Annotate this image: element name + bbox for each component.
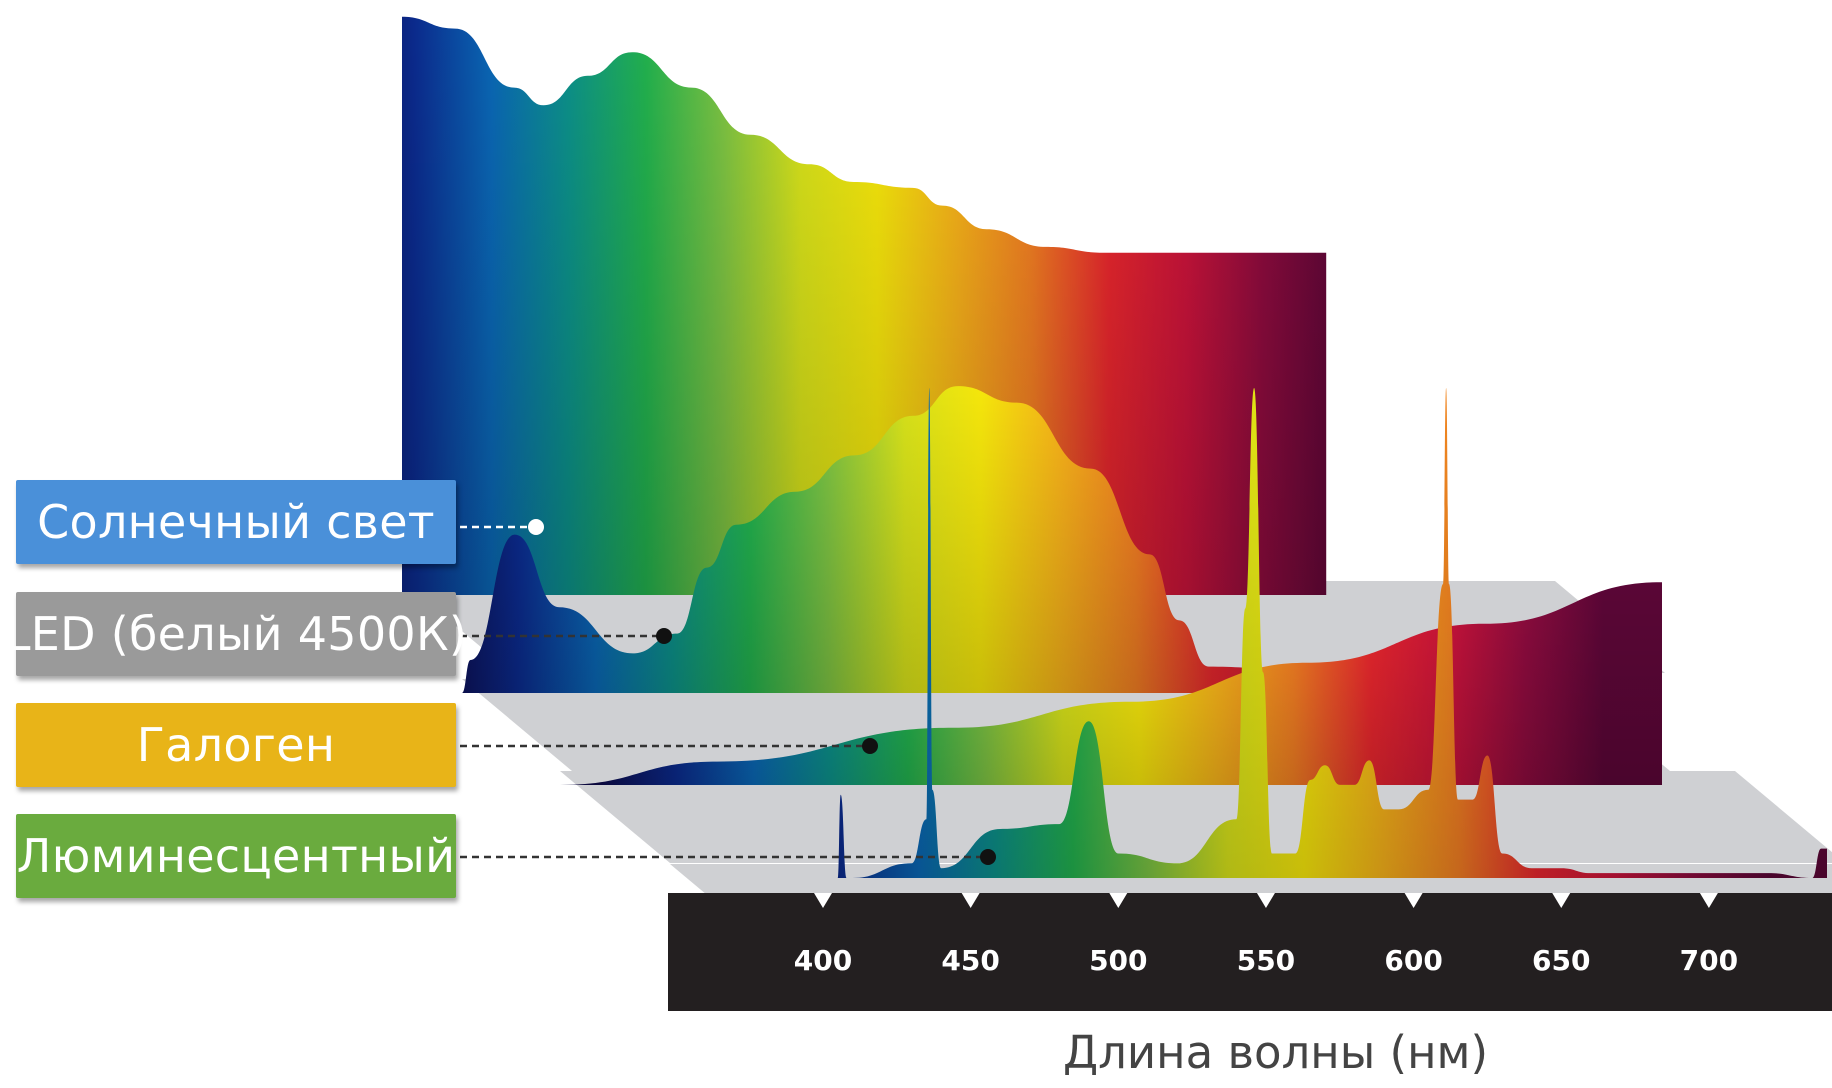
leader-dot-halogen	[862, 738, 878, 754]
x-tick-mark	[961, 893, 980, 908]
x-tick-mark	[1256, 893, 1275, 908]
x-tick-label: 500	[1089, 944, 1147, 977]
x-axis-title: Длина волны (нм)	[1063, 1026, 1489, 1079]
x-tick-mark	[1109, 893, 1128, 908]
x-tick-mark	[1699, 893, 1718, 908]
leader-dot-led	[656, 628, 672, 644]
x-tick-label: 550	[1237, 944, 1295, 977]
sunlight-spectrum-area-shading	[402, 16, 1327, 596]
x-tick-mark	[1404, 893, 1423, 908]
legend-label-fluorescent: Люминесцентный	[16, 814, 456, 898]
x-tick-mark	[1552, 893, 1571, 908]
x-tick-label: 400	[794, 944, 852, 977]
led-spectrum-area-shading	[462, 386, 1431, 693]
legend-label-sunlight: Солнечный свет	[16, 480, 456, 564]
leader-dot-sunlight	[528, 519, 544, 535]
leader-dot-fluorescent	[980, 849, 996, 865]
halogen-spectrum-floor	[560, 771, 1832, 863]
halogen-spectrum-area-shading	[560, 582, 1662, 785]
legend-label-led: LED (белый 4500К)	[5, 592, 467, 676]
x-tick-label: 450	[941, 944, 999, 977]
fluorescent-spectrum-area-shading	[823, 388, 1827, 878]
x-tick-mark	[814, 893, 832, 908]
legend-label-halogen: Галоген	[16, 703, 456, 787]
x-tick-label: 700	[1680, 944, 1738, 977]
x-axis-bar	[668, 893, 1832, 1011]
x-tick-label: 650	[1532, 944, 1590, 977]
x-tick-label: 600	[1384, 944, 1442, 977]
